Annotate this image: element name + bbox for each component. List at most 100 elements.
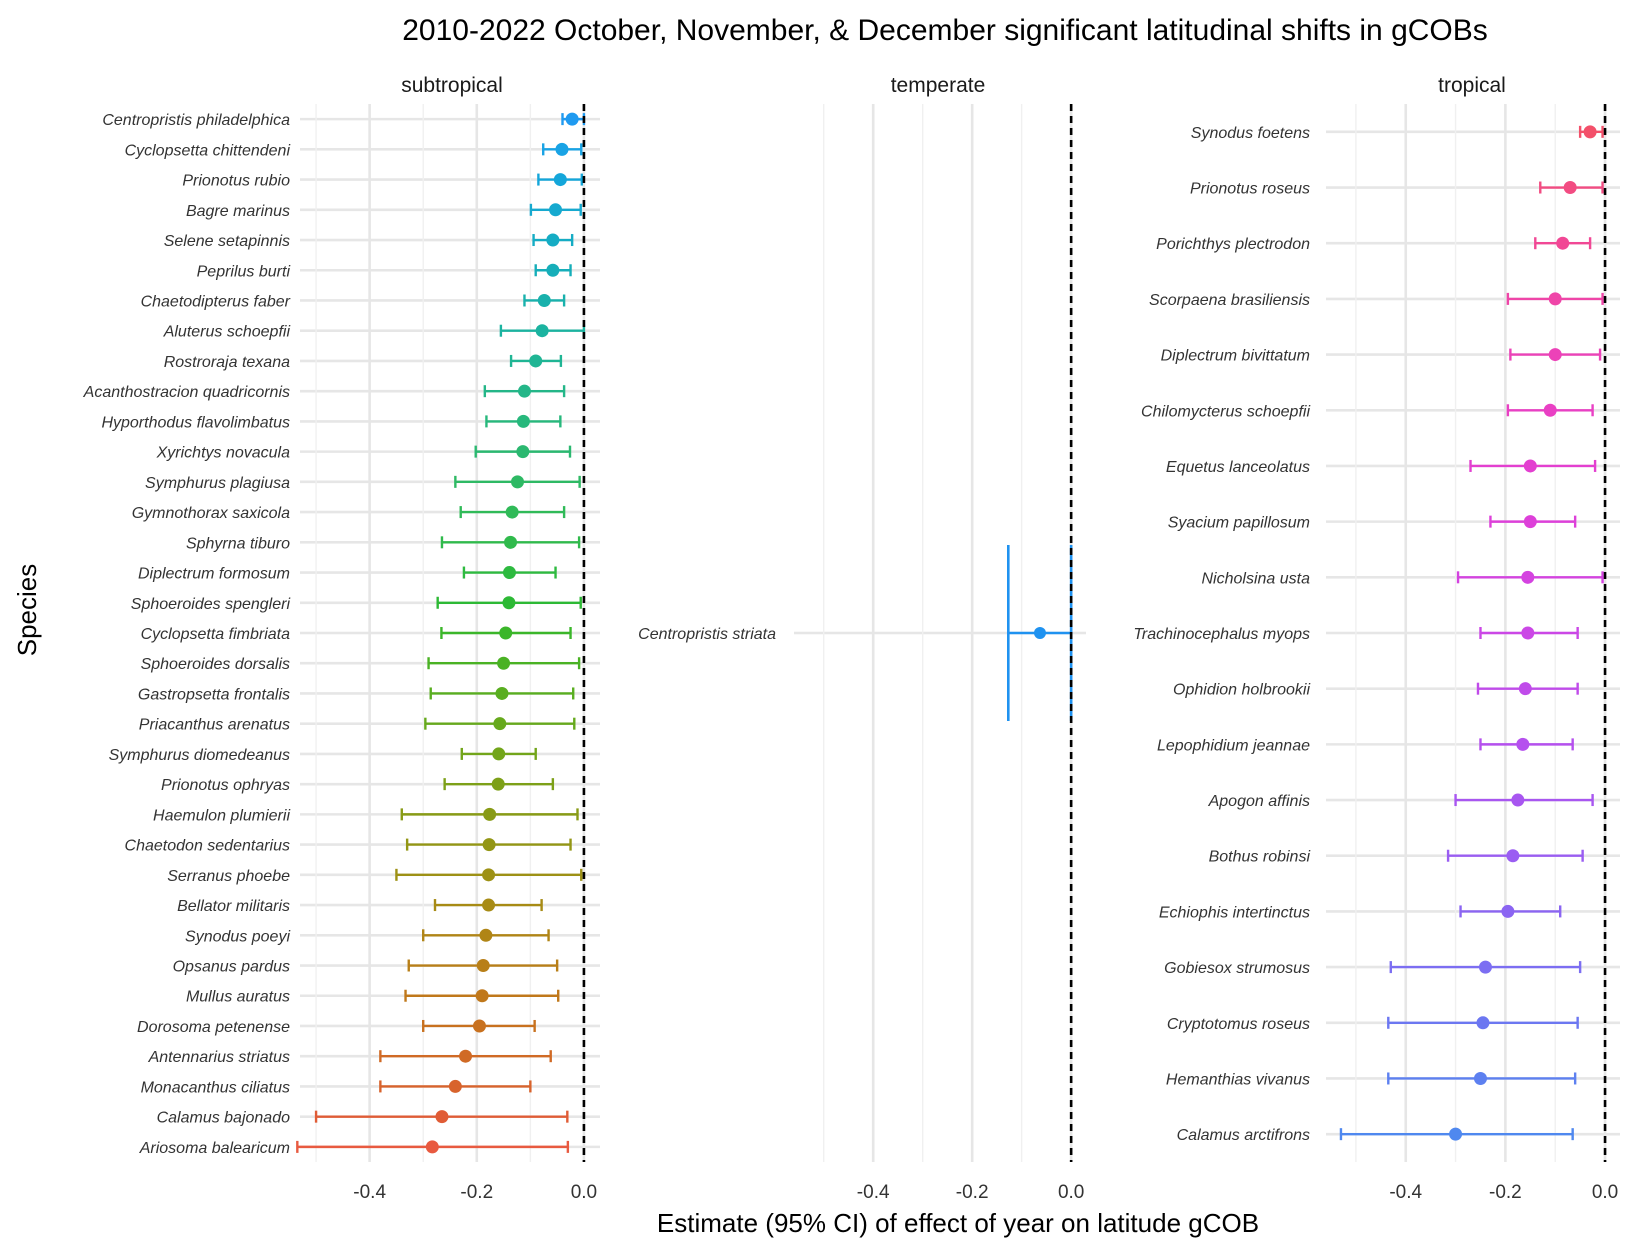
species-row: Symphurus plagiusa — [145, 475, 581, 492]
estimate-point — [1473, 1071, 1487, 1085]
species-label: Ariosoma balearicum — [139, 1140, 290, 1157]
estimate-point — [546, 233, 560, 247]
x-tick-label: -0.4 — [857, 1182, 890, 1203]
estimate-point — [491, 777, 505, 791]
species-row: Scorpaena brasiliensis — [1149, 292, 1604, 309]
species-label: Monacanthus ciliatus — [141, 1079, 290, 1096]
panel-tropical: tropical -0.4 -0.2 0.0 Synodus foetens Priono… — [1133, 74, 1620, 1203]
species-label: Bellator militaris — [177, 898, 290, 915]
species-row: Prionotus ophryas — [161, 777, 555, 794]
species-row: Sphoeroides dorsalis — [141, 656, 581, 673]
species-row: Prionotus roseus — [1190, 181, 1604, 198]
species-label: Diplectrum formosum — [138, 566, 290, 583]
chart-title: 2010-2022 October, November, & December … — [402, 14, 1488, 47]
species-label: Gobiesox strumosus — [1164, 960, 1310, 977]
species-label: Sphyrna tiburo — [186, 535, 290, 552]
species-row: Selene setapinnis — [164, 233, 574, 250]
estimate-point — [493, 717, 507, 731]
species-row: Gastropsetta frontalis — [138, 686, 575, 703]
estimate-point — [1583, 125, 1597, 139]
species-label: Peprilus burti — [197, 263, 291, 280]
estimate-point — [1518, 682, 1532, 696]
estimate-point — [1523, 515, 1537, 529]
species-row: Apogon affinis — [1208, 793, 1594, 810]
species-row: Rostroraja texana — [164, 354, 563, 371]
species-label: Xyrichtys novacula — [156, 445, 290, 462]
species-label: Serranus phoebe — [167, 868, 290, 885]
species-label: Gastropsetta frontalis — [138, 686, 290, 703]
species-row: Synodus poeyi — [185, 928, 550, 945]
species-label: Centropristis striata — [638, 626, 776, 643]
estimate-point — [529, 354, 543, 368]
estimate-point — [482, 898, 496, 912]
estimate-point — [1449, 1127, 1463, 1141]
species-row: Bagre marinus — [186, 203, 582, 220]
species-label: Chaetodipterus faber — [141, 293, 291, 310]
species-row: Chilomycterus schoepfii — [1141, 403, 1594, 420]
species-row: Ariosoma balearicum — [139, 1140, 570, 1157]
x-tick-label: 0.0 — [571, 1182, 597, 1203]
species-label: Bagre marinus — [186, 203, 290, 220]
species-label: Chaetodon sedentarius — [125, 838, 290, 855]
species-label: Syacium papillosum — [1168, 515, 1310, 532]
panel-temperate: temperate -0.4 -0.2 0.0 Centropristis striat… — [638, 74, 1086, 1203]
species-label: Prionotus roseus — [1190, 181, 1310, 198]
x-tick-label: -0.2 — [956, 1182, 989, 1203]
x-tick-label: 0.0 — [1058, 1182, 1084, 1203]
species-label: Chilomycterus schoepfii — [1141, 403, 1310, 420]
estimate-point — [1478, 960, 1492, 974]
x-tick-label: -0.2 — [460, 1182, 493, 1203]
species-label: Symphurus diomedeanus — [109, 747, 290, 764]
estimate-point — [535, 324, 549, 338]
species-label: Haemulon plumierii — [153, 807, 290, 824]
estimate-point — [482, 868, 496, 882]
estimate-point — [502, 596, 516, 610]
species-row: Bellator militaris — [177, 898, 543, 915]
species-row: Equetus lanceolatus — [1166, 459, 1597, 476]
species-label: Antennarius striatus — [148, 1049, 290, 1066]
species-row: Dorosoma petenense — [137, 1019, 536, 1036]
estimate-point — [479, 928, 493, 942]
species-label: Ophidion holbrookii — [1173, 682, 1310, 699]
estimate-point — [549, 203, 563, 217]
species-label: Aluterus schoepfii — [163, 324, 291, 341]
species-row: Hemanthias vivanus — [1166, 1071, 1577, 1088]
species-label: Nicholsina usta — [1202, 570, 1311, 587]
x-tick-label: -0.2 — [1489, 1182, 1522, 1203]
species-label: Symphurus plagiusa — [145, 475, 290, 492]
species-label: Bothus robinsi — [1209, 849, 1311, 866]
estimate-point — [1543, 403, 1557, 417]
y-axis-title: Species — [12, 564, 42, 657]
x-tick-label: -0.4 — [353, 1182, 386, 1203]
species-label: Sphoeroides dorsalis — [141, 656, 290, 673]
estimate-point — [502, 566, 516, 580]
estimate-point — [1556, 236, 1570, 250]
species-label: Synodus poeyi — [185, 928, 290, 945]
estimate-point — [499, 626, 513, 640]
species-row: Monacanthus ciliatus — [141, 1079, 532, 1096]
species-row: Serranus phoebe — [167, 868, 583, 885]
species-row: Ophidion holbrookii — [1173, 682, 1579, 699]
species-label: Synodus foetens — [1191, 125, 1310, 142]
species-row: Sphyrna tiburo — [186, 535, 581, 552]
estimate-point — [565, 112, 579, 126]
species-row: Lepophidium jeannae — [1157, 737, 1574, 754]
estimate-point — [516, 445, 530, 459]
species-label: Gymnothorax saxicola — [132, 505, 290, 522]
species-row: Syacium papillosum — [1168, 515, 1577, 532]
estimate-point — [505, 505, 519, 519]
estimate-point — [495, 686, 509, 700]
estimate-point — [497, 656, 511, 670]
species-row: Hyporthodus flavolimbatus — [101, 414, 562, 431]
species-label: Selene setapinnis — [164, 233, 290, 250]
species-row: Cyclopsetta fimbriata — [141, 626, 572, 643]
species-row: Trachinocephalus myops — [1133, 626, 1579, 643]
species-label: Scorpaena brasiliensis — [1149, 292, 1310, 309]
species-label: Sphoeroides spengleri — [131, 596, 291, 613]
estimate-point — [435, 1110, 449, 1124]
species-row: Chaetodon sedentarius — [125, 838, 572, 855]
species-row: Diplectrum formosum — [138, 566, 557, 583]
estimate-point — [459, 1049, 473, 1063]
species-label: Mullus auratus — [186, 989, 290, 1006]
species-row: Gymnothorax saxicola — [132, 505, 566, 522]
